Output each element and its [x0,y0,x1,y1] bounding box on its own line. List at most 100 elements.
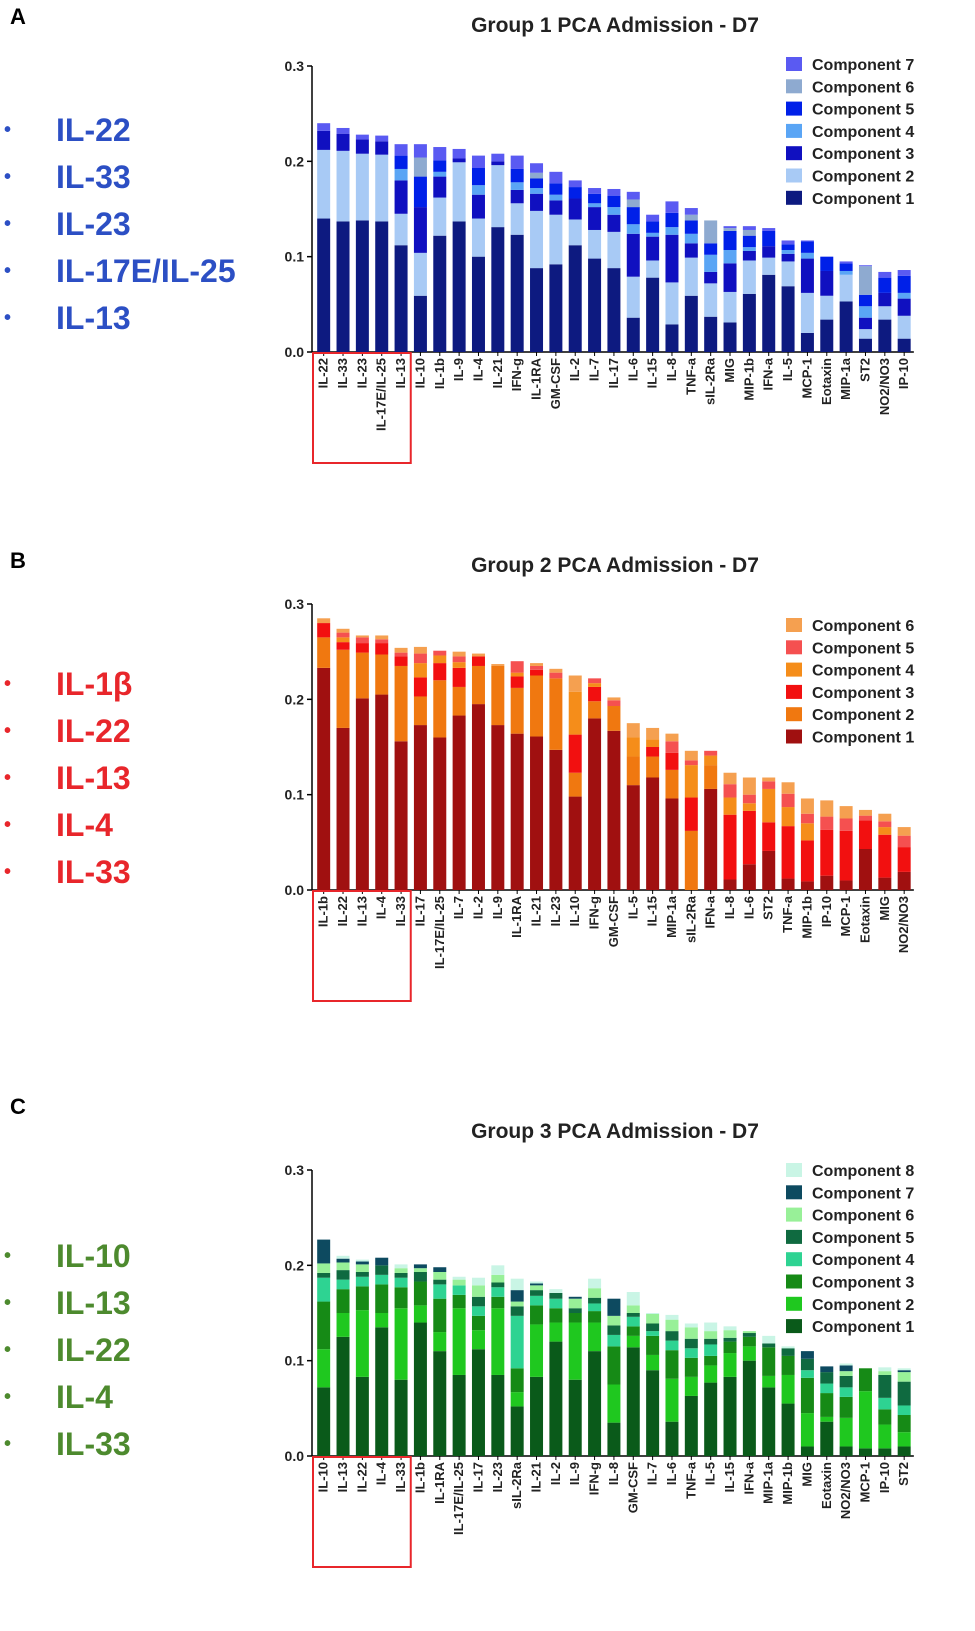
bar-segment [820,800,834,817]
bar-segment [433,197,447,236]
bar-segment [433,147,447,161]
bar-segment [413,1322,427,1456]
y-tick-label: 0.0 [285,882,305,898]
bar-segment [336,1255,350,1259]
bar-segment [762,230,776,247]
bar-segment [355,698,369,890]
bar-segment [839,1375,853,1388]
bar-segment [762,1387,776,1456]
bar-segment [839,806,853,819]
bar-segment [355,635,369,638]
bar-segment [878,821,892,828]
bar-segment [762,274,776,352]
bar-segment [491,161,505,166]
bar-segment [665,212,679,228]
x-tick-label: NO2/NO3 [896,896,911,953]
bar-segment [452,656,466,663]
bar-segment [433,235,447,352]
bar-segment [742,864,756,890]
bar-segment [646,277,660,352]
bar-segment [530,210,544,269]
bar-segment [317,1272,331,1278]
bullet-icon: • [4,1292,12,1314]
cytokine-label: IL-33 [56,159,131,195]
bar-segment [762,1347,776,1376]
x-tick-label: ST2 [896,1462,911,1486]
bar-segment [433,1279,447,1285]
bar-segment [510,234,524,352]
bar-segment [742,250,756,261]
x-tick-label: IL-10 [412,358,427,388]
bar-segment [897,338,911,352]
bar-segment [394,1379,408,1456]
x-tick-label: IL-22 [354,1462,369,1492]
bar-segment [607,730,621,890]
x-tick-label: IL-17E/IL-25 [374,358,389,431]
bar-segment [704,316,718,352]
bar-segment [530,675,544,737]
x-tick-label: IL-33 [393,1462,408,1492]
bar-segment [549,668,563,673]
bar-segment [800,1446,814,1456]
bar-segment [413,1268,427,1273]
bar-segment [762,1375,776,1388]
bar-segment [897,275,911,293]
bar-segment [781,1355,795,1375]
bar-segment [375,1274,389,1285]
bar-segment [723,322,737,352]
x-tick-label: IL-7 [451,896,466,919]
bar-segment [742,247,756,251]
cytokine-label: IL-22 [56,112,131,148]
bar-segment [510,1406,524,1456]
bar-segment [355,1261,369,1265]
bar-segment [897,1368,911,1371]
bar-segment [568,1296,582,1299]
stacked-bar-chart: Group 2 PCA Admission - D7 0.0 0.1 0.2 0.3 IL… [285,554,914,1002]
bar-segment [742,803,756,811]
x-tick-label: NO2/NO3 [877,358,892,415]
bar-segment [394,180,408,214]
bar-segment [491,664,505,666]
bar-segment [762,228,776,231]
bar-segment [394,1264,408,1269]
legend-swatch [786,1252,802,1267]
bar-segment [471,1315,485,1331]
bar-segment [471,1285,485,1297]
bar-segment [607,1325,621,1335]
bar-segment [665,201,679,213]
bar-segment [549,1292,563,1299]
bar-segment [588,258,602,352]
bar-segment [491,1274,505,1283]
bar-segment [607,1384,621,1423]
bar-segment [588,678,602,684]
bar-segment [626,1292,640,1306]
bar-segment [568,1298,582,1309]
bar-segment [897,1381,911,1406]
bar-segment [684,208,698,215]
x-tick-label: IL-5 [625,896,640,919]
y-tick-label: 0.2 [285,153,305,169]
bar-segment [607,195,621,208]
bar-segment [471,155,485,169]
bar-segment [355,1272,369,1277]
legend-swatch [786,123,802,138]
highlight-box [312,352,412,464]
legend-label: Component 1 [812,191,914,208]
bar-segment [684,750,698,761]
bar-segment [317,667,331,890]
bar-segment [878,834,892,878]
bullet-icon: • [4,1339,12,1361]
bar-segment [568,1313,582,1323]
legend-label: Component 6 [812,79,914,96]
bar-segment [336,642,350,650]
bar-segment [626,785,640,890]
legend-label: Component 8 [812,1163,914,1180]
bar-segment [375,141,389,155]
bullet-icon: • [4,673,12,695]
bar-segment [897,871,911,890]
x-tick-label: IP-10 [896,358,911,389]
bar-segment [704,1344,718,1356]
bar-segment [820,319,834,352]
bar-segment [646,739,660,747]
bar-segment [452,1285,466,1295]
